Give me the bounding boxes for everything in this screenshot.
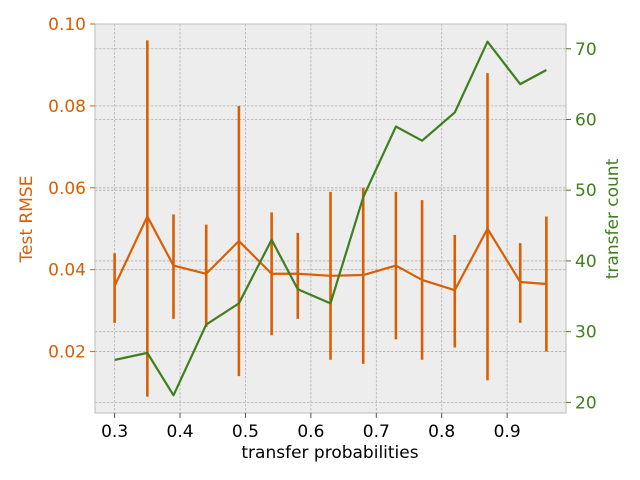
right-y-tick-label: 70 [575,40,597,60]
x-tick-label: 0.3 [101,422,128,442]
left-y-tick-label: 0.06 [48,179,86,199]
left-y-tick-label: 0.04 [48,261,86,281]
left-y-tick-label: 0.02 [48,343,86,363]
left-y-axis-title: Test RMSE [17,176,37,264]
rmse-line [113,215,547,292]
right-y-tick-label: 60 [575,110,597,130]
right-y-tick-label: 30 [575,323,597,343]
x-tick-label: 0.6 [297,422,324,442]
x-tick-label: 0.5 [232,422,259,442]
right-y-tick-label: 50 [575,181,597,201]
left-y-tick-label: 0.10 [48,15,86,35]
right-y-axis-title: transfer count [603,158,623,279]
left-y-tick-label: 0.08 [48,97,86,117]
x-axis: 0.3 0.4 0.5 0.6 0.7 0.8 0.9 [101,413,521,442]
x-tick-label: 0.7 [363,422,390,442]
right-y-tick-label: 40 [575,252,597,272]
series-layer [113,40,548,397]
transfer-count-line [114,40,547,397]
x-tick-label: 0.8 [428,422,455,442]
x-tick-label: 0.4 [167,422,194,442]
right-y-tick-label: 20 [575,393,597,413]
plot-border [94,23,567,414]
left-y-axis: 0.02 0.04 0.06 0.08 0.10 [48,15,95,363]
right-y-axis: 20 30 40 50 60 70 [566,40,597,413]
x-tick-label: 0.9 [494,422,521,442]
x-axis-title: transfer probabilities [241,443,418,463]
